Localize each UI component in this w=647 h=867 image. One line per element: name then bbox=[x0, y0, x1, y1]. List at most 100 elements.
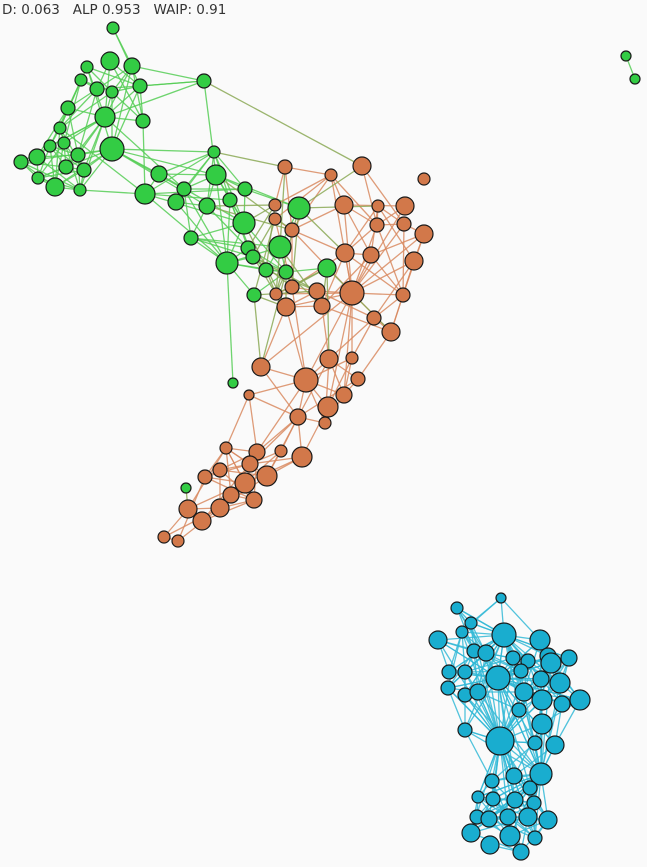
blue-node[interactable] bbox=[529, 762, 553, 786]
blue-node[interactable] bbox=[513, 663, 529, 679]
orange-node[interactable] bbox=[256, 465, 278, 487]
blue-node[interactable] bbox=[522, 780, 538, 796]
orange-node[interactable] bbox=[222, 486, 240, 504]
green-node[interactable] bbox=[180, 482, 192, 494]
orange-node[interactable] bbox=[371, 199, 385, 213]
green-node[interactable] bbox=[620, 50, 632, 62]
blue-node[interactable] bbox=[457, 664, 473, 680]
green-node[interactable] bbox=[13, 154, 29, 170]
green-node[interactable] bbox=[215, 251, 239, 275]
green-node[interactable] bbox=[237, 181, 253, 197]
green-node[interactable] bbox=[317, 258, 337, 278]
orange-node[interactable] bbox=[291, 446, 313, 468]
blue-node[interactable] bbox=[549, 672, 571, 694]
green-node[interactable] bbox=[278, 264, 294, 280]
blue-node[interactable] bbox=[518, 807, 538, 827]
orange-node[interactable] bbox=[352, 156, 372, 176]
green-node[interactable] bbox=[205, 164, 227, 186]
orange-node[interactable] bbox=[219, 441, 233, 455]
orange-node[interactable] bbox=[274, 444, 288, 458]
blue-node[interactable] bbox=[529, 629, 551, 651]
orange-node[interactable] bbox=[334, 195, 354, 215]
blue-node[interactable] bbox=[511, 702, 527, 718]
orange-node[interactable] bbox=[293, 367, 319, 393]
orange-node[interactable] bbox=[277, 159, 293, 175]
orange-node[interactable] bbox=[362, 246, 380, 264]
blue-node[interactable] bbox=[531, 689, 553, 711]
green-node[interactable] bbox=[53, 121, 67, 135]
orange-node[interactable] bbox=[245, 491, 263, 509]
blue-node[interactable] bbox=[457, 722, 473, 738]
orange-node[interactable] bbox=[350, 371, 366, 387]
green-node[interactable] bbox=[268, 235, 292, 259]
orange-node[interactable] bbox=[241, 455, 259, 473]
orange-node[interactable] bbox=[395, 196, 415, 216]
orange-node[interactable] bbox=[417, 172, 431, 186]
orange-node[interactable] bbox=[192, 511, 212, 531]
blue-node[interactable] bbox=[440, 680, 456, 696]
blue-node[interactable] bbox=[471, 790, 485, 804]
green-node[interactable] bbox=[106, 21, 120, 35]
blue-node[interactable] bbox=[464, 616, 478, 630]
green-node[interactable] bbox=[28, 148, 46, 166]
blue-node[interactable] bbox=[532, 670, 550, 688]
blue-node[interactable] bbox=[499, 825, 521, 847]
green-node[interactable] bbox=[232, 211, 256, 235]
green-node[interactable] bbox=[94, 106, 116, 128]
green-node[interactable] bbox=[196, 73, 212, 89]
green-node[interactable] bbox=[246, 287, 262, 303]
orange-node[interactable] bbox=[317, 396, 339, 418]
green-node[interactable] bbox=[80, 60, 94, 74]
green-node[interactable] bbox=[176, 181, 192, 197]
green-node[interactable] bbox=[105, 85, 119, 99]
blue-node[interactable] bbox=[538, 810, 558, 830]
blue-node[interactable] bbox=[505, 650, 521, 666]
blue-node[interactable] bbox=[428, 630, 448, 650]
orange-node[interactable] bbox=[243, 389, 255, 401]
blue-node[interactable] bbox=[485, 791, 501, 807]
orange-node[interactable] bbox=[197, 469, 213, 485]
green-node[interactable] bbox=[60, 100, 76, 116]
orange-node[interactable] bbox=[366, 310, 382, 326]
blue-node[interactable] bbox=[531, 713, 553, 735]
blue-node[interactable] bbox=[485, 665, 511, 691]
blue-node[interactable] bbox=[527, 735, 543, 751]
orange-node[interactable] bbox=[319, 349, 339, 369]
green-node[interactable] bbox=[57, 136, 71, 150]
green-node[interactable] bbox=[207, 145, 221, 159]
orange-node[interactable] bbox=[313, 297, 331, 315]
orange-node[interactable] bbox=[335, 243, 355, 263]
green-node[interactable] bbox=[183, 230, 199, 246]
green-node[interactable] bbox=[76, 162, 92, 178]
orange-node[interactable] bbox=[251, 357, 271, 377]
blue-node[interactable] bbox=[477, 644, 495, 662]
blue-node[interactable] bbox=[450, 601, 464, 615]
orange-node[interactable] bbox=[268, 198, 282, 212]
green-node[interactable] bbox=[227, 377, 239, 389]
blue-node[interactable] bbox=[469, 683, 487, 701]
green-node[interactable] bbox=[258, 262, 274, 278]
green-node[interactable] bbox=[74, 73, 88, 87]
orange-node[interactable] bbox=[369, 217, 385, 233]
green-node[interactable] bbox=[58, 159, 74, 175]
green-node[interactable] bbox=[135, 113, 151, 129]
blue-node[interactable] bbox=[569, 689, 591, 711]
orange-node[interactable] bbox=[289, 408, 307, 426]
blue-node[interactable] bbox=[455, 625, 469, 639]
green-node[interactable] bbox=[134, 183, 156, 205]
green-node[interactable] bbox=[132, 78, 148, 94]
green-node[interactable] bbox=[222, 192, 238, 208]
orange-node[interactable] bbox=[212, 462, 228, 478]
orange-node[interactable] bbox=[178, 499, 198, 519]
orange-node[interactable] bbox=[339, 280, 365, 306]
orange-node[interactable] bbox=[324, 168, 338, 182]
blue-node[interactable] bbox=[485, 726, 515, 756]
green-node[interactable] bbox=[70, 147, 86, 163]
blue-node[interactable] bbox=[480, 835, 500, 855]
blue-node[interactable] bbox=[491, 622, 517, 648]
green-node[interactable] bbox=[167, 193, 185, 211]
blue-node[interactable] bbox=[480, 810, 498, 828]
orange-node[interactable] bbox=[381, 322, 401, 342]
green-node[interactable] bbox=[198, 197, 216, 215]
